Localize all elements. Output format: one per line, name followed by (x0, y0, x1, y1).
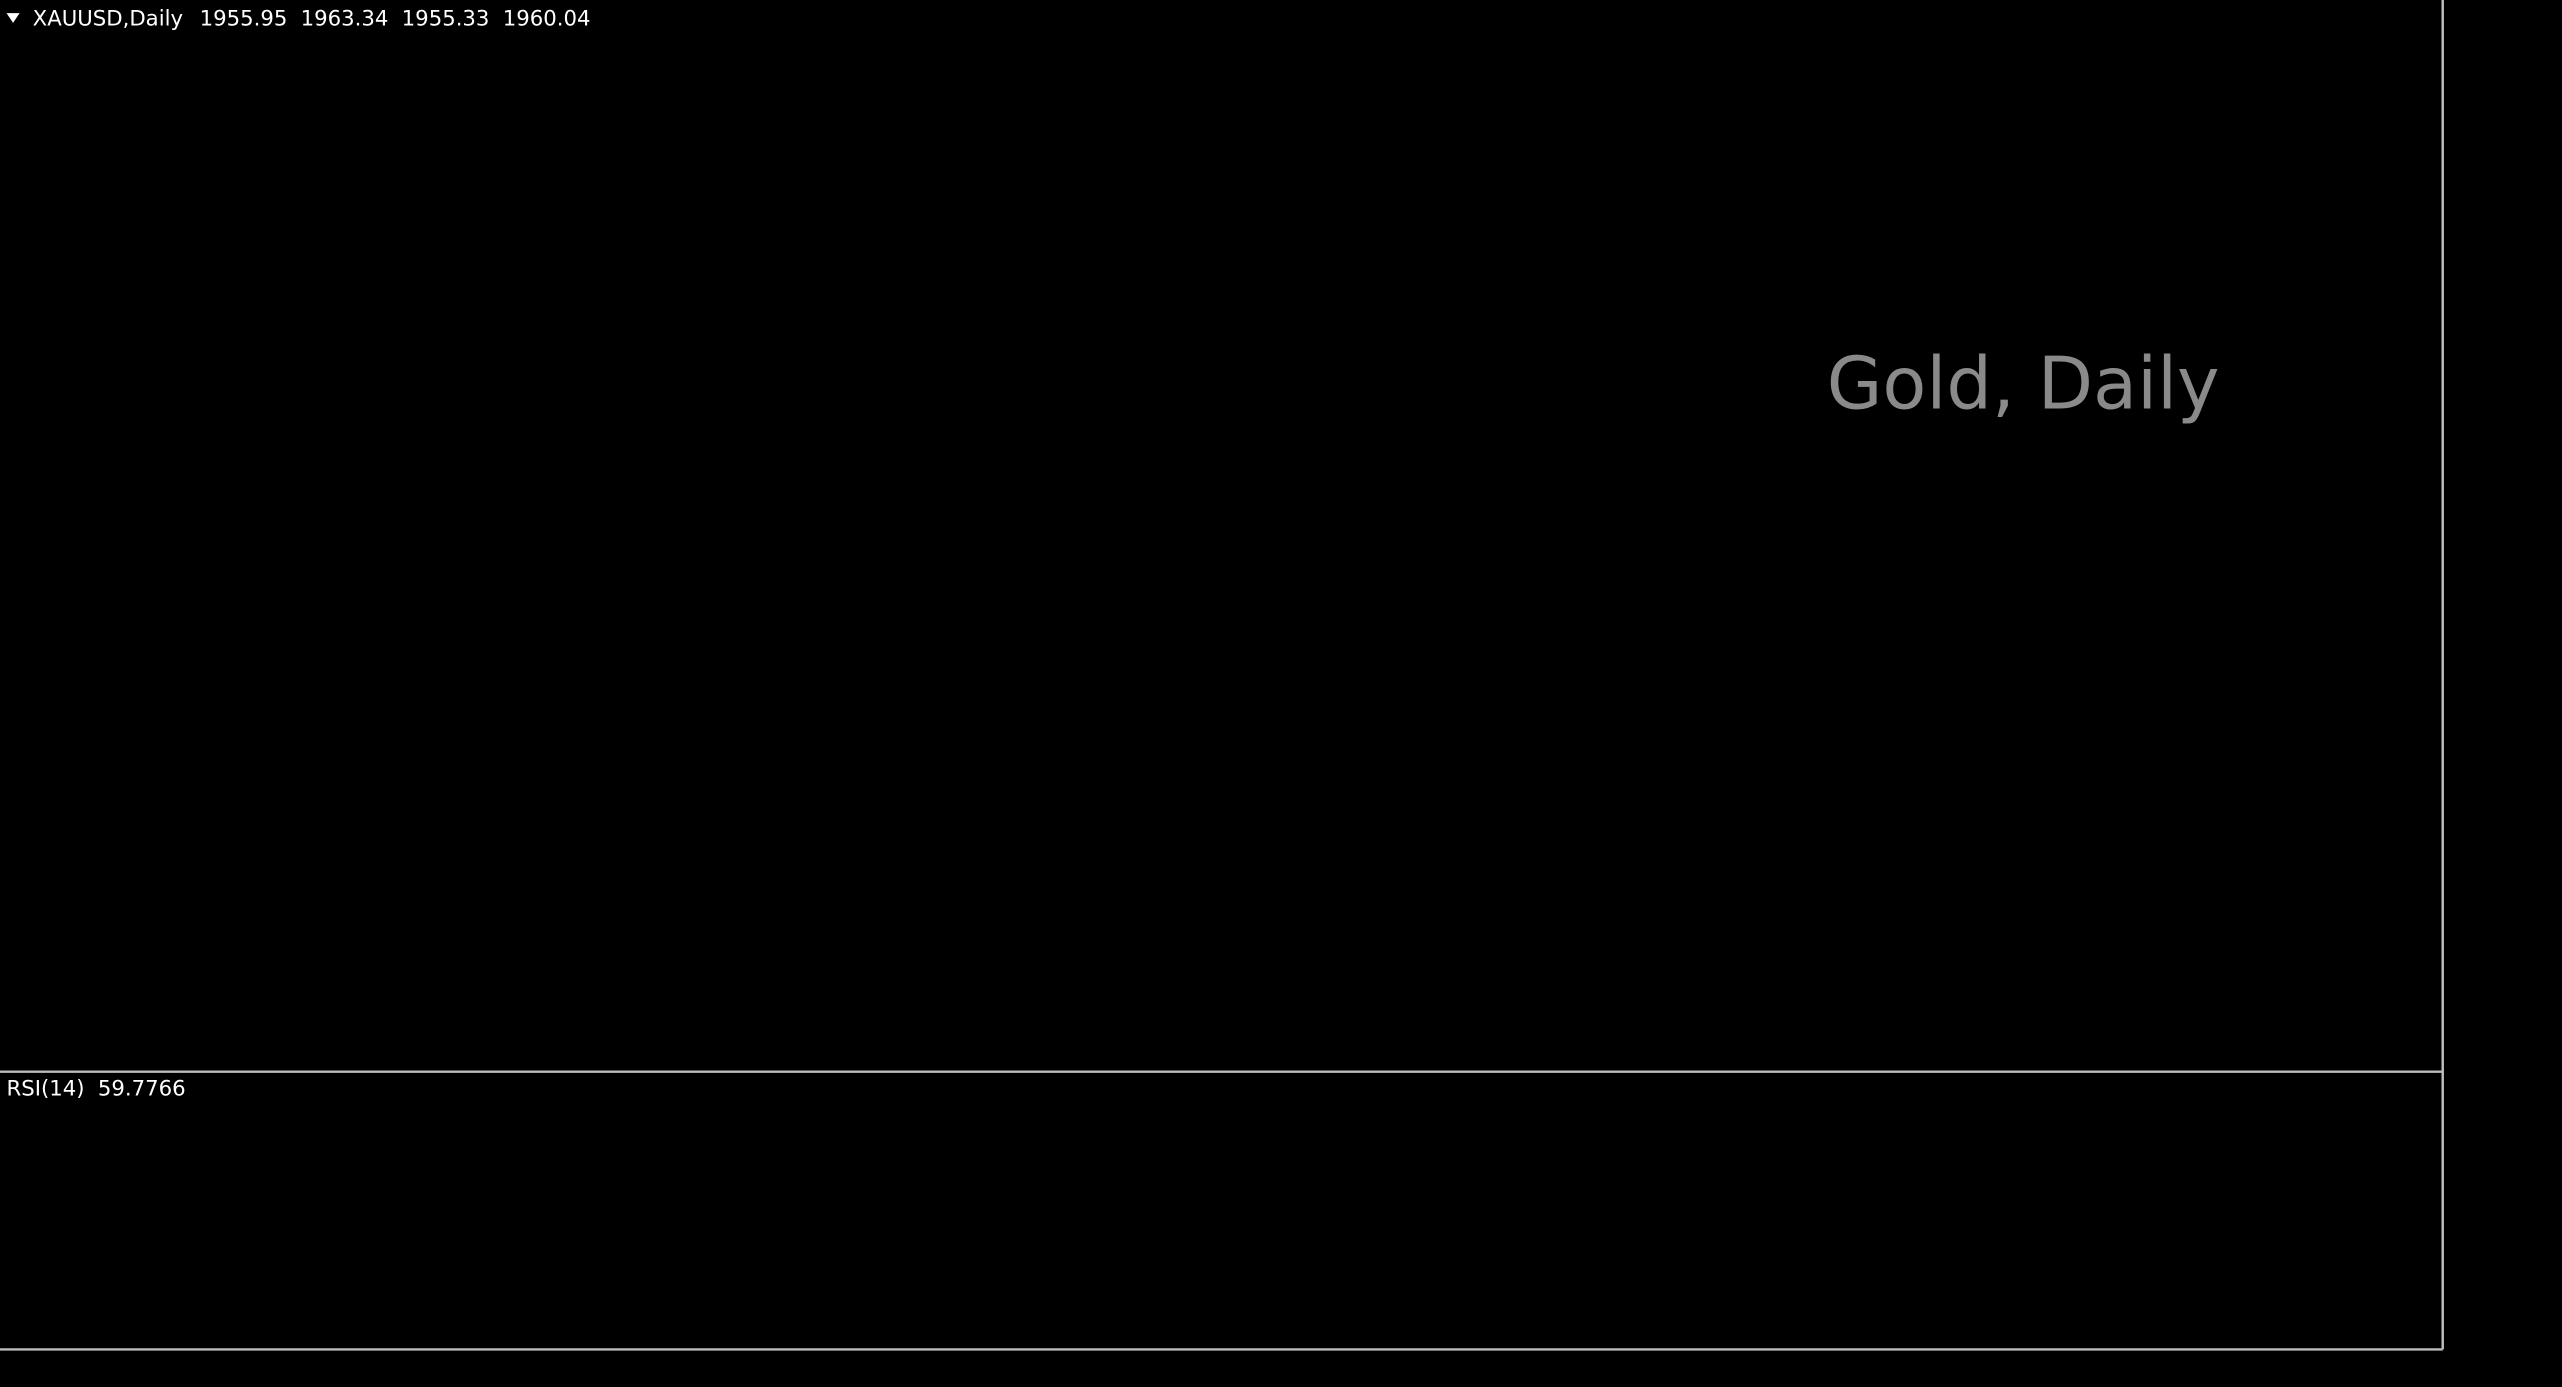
rsi-value: 59.7766 (98, 1077, 186, 1102)
symbol-header: XAUUSD,Daily 1955.95 1963.34 1955.33 196… (33, 7, 591, 32)
header-open: 1955.95 (200, 7, 288, 32)
menu-triangle[interactable] (6, 13, 20, 23)
rsi-title: RSI(14) (7, 1077, 85, 1102)
rsi-header: RSI(14) 59.7766 (7, 1077, 186, 1102)
watermark: Gold, Daily (1827, 341, 2220, 425)
header-high: 1963.34 (301, 7, 389, 32)
header-low: 1955.33 (402, 7, 490, 32)
symbol: XAUUSD,Daily (33, 7, 183, 32)
header-close: 1960.04 (503, 7, 591, 32)
